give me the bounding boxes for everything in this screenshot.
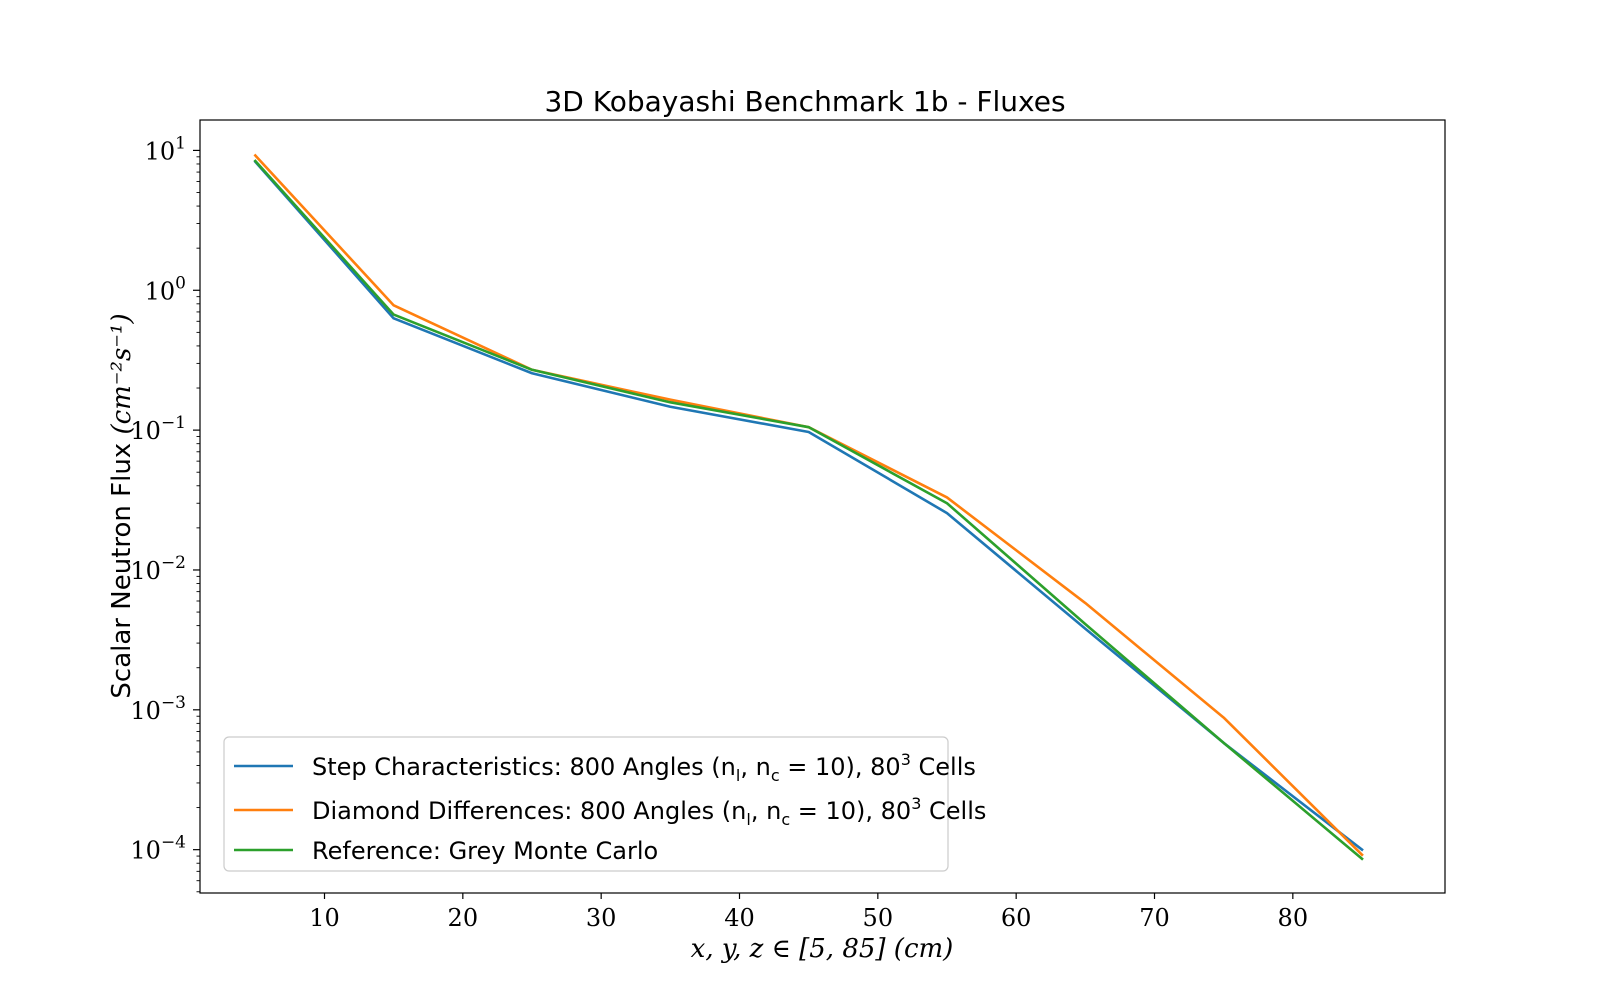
x-tick-label: 50 [863,904,894,932]
x-tick-label: 80 [1278,904,1309,932]
x-axis-label: x, y, z ∈ [5, 85] (cm) [691,934,954,964]
legend-label-reference-grey-monte-carlo: Reference: Grey Monte Carlo [312,837,658,865]
series-lines [253,153,1364,861]
x-tick-label: 40 [724,904,755,932]
x-tick-label: 70 [1139,904,1170,932]
y-tick-label: 100 [145,273,186,305]
legend-label-step-characteristics: Step Characteristics: 800 Angles (nl, nc… [312,750,976,785]
y-axis: 101 100 10−1 10−2 10−3 10−4 [130,133,200,893]
y-tick-label: 10−3 [130,693,186,725]
y-tick-label: 10−1 [130,413,186,445]
y-axis-label: Scalar Neutron Flux (cm⁻²s⁻¹) [107,313,137,698]
series-line-reference-grey-monte-carlo [253,159,1364,861]
x-tick-label: 60 [1001,904,1032,932]
x-tick-label: 30 [586,904,617,932]
y-tick-label: 10−4 [130,833,186,865]
legend: Step Characteristics: 800 Angles (nl, nc… [223,736,986,872]
x-tick-label: 20 [448,904,479,932]
y-axis-label-text: Scalar Neutron Flux [107,435,137,699]
plot-area: 10 20 30 40 50 60 70 80 101 100 10−1 10−2 10−3 10−4 [130,119,1446,932]
legend-box [223,736,949,872]
chart-title: 3D Kobayashi Benchmark 1b - Fluxes [544,85,1065,118]
plot-frame [199,119,1446,894]
x-axis: 10 20 30 40 50 60 70 80 [309,893,1308,932]
y-axis-label-unit: (cm⁻²s⁻¹) [107,313,137,434]
y-tick-label: 101 [145,133,186,165]
legend-label-diamond-differences: Diamond Differences: 800 Angles (nl, nc … [312,794,986,829]
y-tick-label: 10−2 [130,553,186,585]
x-tick-label: 10 [309,904,340,932]
